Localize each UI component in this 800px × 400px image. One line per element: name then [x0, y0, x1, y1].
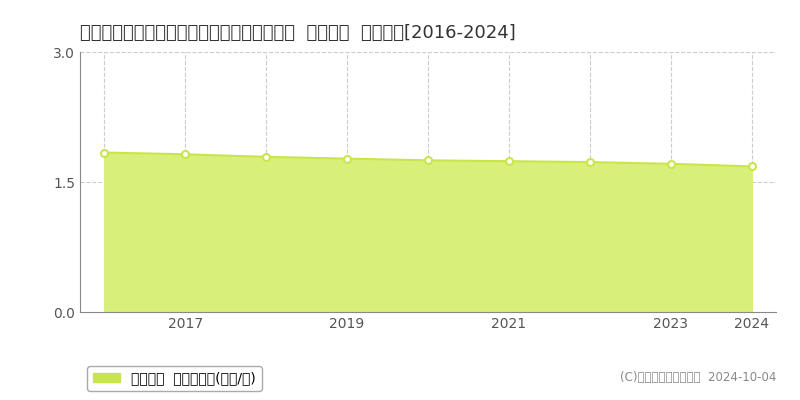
Legend: 基準地価  平均坪単価(万円/坪): 基準地価 平均坪単価(万円/坪)	[87, 366, 262, 391]
Text: (C)土地価格ドットコム  2024-10-04: (C)土地価格ドットコム 2024-10-04	[620, 371, 776, 384]
Text: 奈良県吉野郡十津川村大字湯之原６４６番６  基準地価  地価推移[2016-2024]: 奈良県吉野郡十津川村大字湯之原６４６番６ 基準地価 地価推移[2016-2024…	[80, 24, 516, 42]
